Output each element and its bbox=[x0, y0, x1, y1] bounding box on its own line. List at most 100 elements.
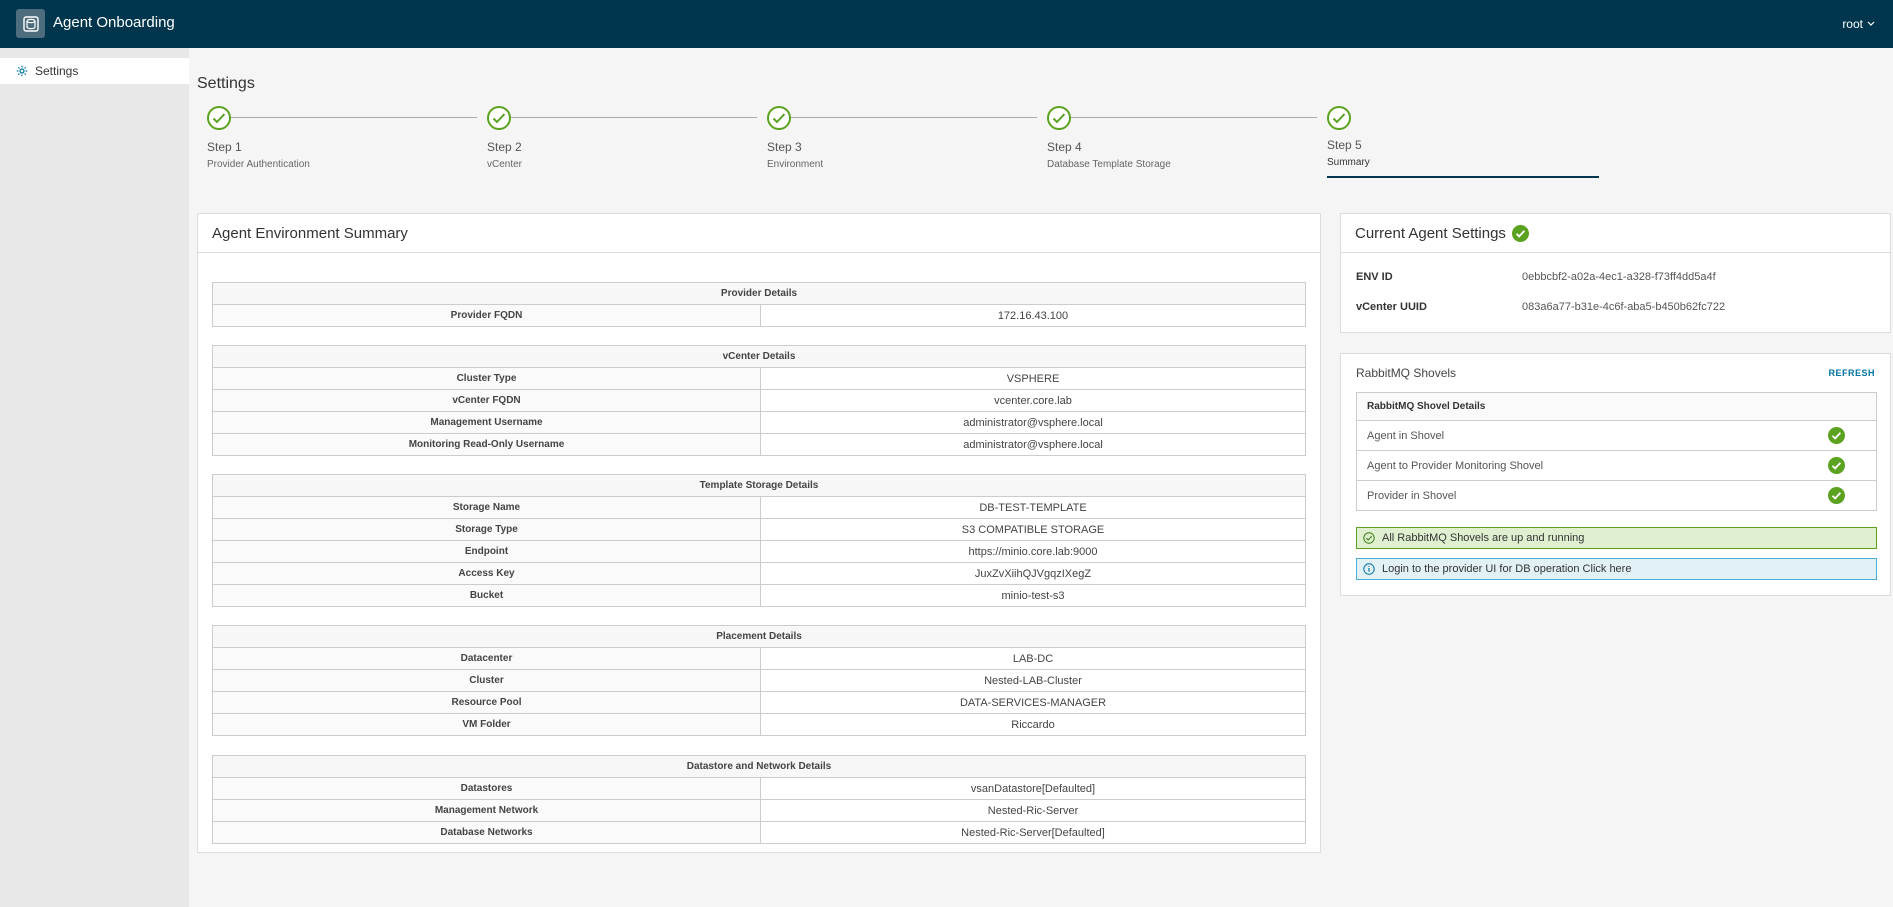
chevron-down-icon bbox=[1867, 21, 1875, 26]
check-circle-icon bbox=[1511, 224, 1529, 242]
row-label: Cluster bbox=[212, 669, 761, 692]
check-circle-icon bbox=[1363, 532, 1375, 544]
row-label: Datacenter bbox=[212, 647, 761, 670]
card-title: Agent Environment Summary bbox=[198, 214, 1320, 253]
row-value: 172.16.43.100 bbox=[760, 304, 1306, 327]
database-icon[interactable] bbox=[16, 9, 45, 38]
step-connector bbox=[231, 117, 477, 118]
row-value: minio-test-s3 bbox=[760, 584, 1306, 607]
step-number: Step 5 bbox=[1327, 138, 1362, 152]
row-label: Management Network bbox=[212, 799, 761, 822]
section-heading: Provider Details bbox=[212, 282, 1306, 305]
row-value: DATA-SERVICES-MANAGER bbox=[760, 691, 1306, 714]
section-heading: vCenter Details bbox=[212, 345, 1306, 368]
agent-settings-card: Current Agent Settings ENV ID 0ebbcbf2-a… bbox=[1340, 213, 1891, 333]
step-number: Step 1 bbox=[207, 140, 242, 154]
row-value: administrator@vsphere.local bbox=[760, 411, 1306, 434]
table-row: Datacenter LAB-DC bbox=[212, 647, 1306, 670]
check-circle-icon bbox=[1827, 457, 1845, 474]
step-name: Database Template Storage bbox=[1047, 159, 1171, 170]
step-name: Environment bbox=[767, 159, 824, 170]
row-value: LAB-DC bbox=[760, 647, 1306, 670]
check-circle-icon bbox=[487, 106, 511, 130]
step-name: Summary bbox=[1327, 157, 1370, 168]
row-label: Endpoint bbox=[212, 540, 761, 563]
user-menu[interactable]: root bbox=[1842, 17, 1875, 31]
row-label: Provider FQDN bbox=[212, 304, 761, 327]
row-label: Access Key bbox=[212, 562, 761, 585]
row-label: Datastores bbox=[212, 777, 761, 800]
table-row: Management Username administrator@vsphere… bbox=[212, 411, 1306, 434]
check-circle-icon bbox=[207, 106, 231, 130]
row-value: Nested-Ric-Server bbox=[760, 799, 1306, 822]
row-label: Cluster Type bbox=[212, 367, 761, 390]
row-label: Storage Name bbox=[212, 496, 761, 519]
datastore-network-section: Datastore and Network Details Datastores… bbox=[212, 755, 1306, 844]
top-header: Agent Onboarding root bbox=[0, 0, 1893, 48]
table-header: RabbitMQ Shovel Details bbox=[1356, 392, 1877, 421]
alert-text: Login to the provider UI for DB operatio… bbox=[1382, 563, 1632, 575]
row-value: https://minio.core.lab:9000 bbox=[760, 540, 1306, 563]
success-alert: All RabbitMQ Shovels are up and running bbox=[1356, 527, 1877, 549]
table-row: Provider in Shovel bbox=[1356, 480, 1877, 511]
vcenter-uuid-label: vCenter UUID bbox=[1356, 301, 1427, 313]
alert-text: All RabbitMQ Shovels are up and running bbox=[1382, 532, 1585, 544]
template-storage-section: Template Storage Details Storage Name DB-… bbox=[212, 474, 1306, 607]
check-circle-icon bbox=[1827, 487, 1845, 504]
row-value: Nested-Ric-Server[Defaulted] bbox=[760, 821, 1306, 844]
row-label: Storage Type bbox=[212, 518, 761, 541]
page-title: Settings bbox=[197, 75, 255, 92]
rabbitmq-shovels-card: RabbitMQ Shovels REFRESH RabbitMQ Shovel… bbox=[1340, 353, 1891, 596]
row-value: JuxZvXiihQJVgqzIXegZ bbox=[760, 562, 1306, 585]
provider-details-section: Provider Details Provider FQDN 172.16.43.… bbox=[212, 282, 1306, 327]
shovel-name: Agent in Shovel bbox=[1356, 420, 1797, 451]
table-row: Cluster Type VSPHERE bbox=[212, 367, 1306, 390]
table-row: Provider FQDN 172.16.43.100 bbox=[212, 304, 1306, 327]
row-value: vcenter.core.lab bbox=[760, 389, 1306, 412]
app-title: Agent Onboarding bbox=[53, 14, 175, 31]
row-value: S3 COMPATIBLE STORAGE bbox=[760, 518, 1306, 541]
env-id-label: ENV ID bbox=[1356, 271, 1393, 283]
row-label: Monitoring Read-Only Username bbox=[212, 433, 761, 456]
row-label: Database Networks bbox=[212, 821, 761, 844]
vcenter-uuid-value: 083a6a77-b31e-4c6f-aba5-b450b62fc722 bbox=[1522, 301, 1726, 313]
section-heading: Template Storage Details bbox=[212, 474, 1306, 497]
user-name: root bbox=[1842, 17, 1863, 31]
card-title: RabbitMQ Shovels bbox=[1356, 366, 1457, 380]
sidebar: Settings bbox=[0, 48, 189, 907]
check-circle-icon bbox=[1327, 106, 1351, 130]
card-title-row: Current Agent Settings bbox=[1341, 214, 1890, 253]
row-label: Management Username bbox=[212, 411, 761, 434]
table-row: Agent to Provider Monitoring Shovel bbox=[1356, 450, 1877, 481]
table-row: Storage Type S3 COMPATIBLE STORAGE bbox=[212, 518, 1306, 541]
step-connector bbox=[511, 117, 757, 118]
gear-icon bbox=[16, 65, 28, 77]
section-heading: Placement Details bbox=[212, 625, 1306, 648]
info-alert[interactable]: Login to the provider UI for DB operatio… bbox=[1356, 558, 1877, 580]
table-row: Storage Name DB-TEST-TEMPLATE bbox=[212, 496, 1306, 519]
active-step-indicator bbox=[1327, 176, 1599, 178]
table-row: VM Folder Riccardo bbox=[212, 713, 1306, 736]
step-number: Step 3 bbox=[767, 140, 802, 154]
table-row: Endpoint https://minio.core.lab:9000 bbox=[212, 540, 1306, 563]
row-value: DB-TEST-TEMPLATE bbox=[760, 496, 1306, 519]
row-value: vsanDatastore[Defaulted] bbox=[760, 777, 1306, 800]
table-row: Management Network Nested-Ric-Server bbox=[212, 799, 1306, 822]
table-row: Database Networks Nested-Ric-Server[Defau… bbox=[212, 821, 1306, 844]
table-row: Datastores vsanDatastore[Defaulted] bbox=[212, 777, 1306, 800]
table-row: Agent in Shovel bbox=[1356, 420, 1877, 451]
sidebar-item-settings[interactable]: Settings bbox=[0, 58, 189, 84]
table-row: Monitoring Read-Only Username administrat… bbox=[212, 433, 1306, 456]
shovel-name: Provider in Shovel bbox=[1356, 480, 1797, 511]
shovel-table: RabbitMQ Shovel Details Agent in Shovel … bbox=[1356, 392, 1877, 511]
env-id-value: 0ebbcbf2-a02a-4ec1-a328-f73ff4dd5a4f bbox=[1522, 271, 1716, 283]
info-circle-icon bbox=[1363, 563, 1375, 575]
step-number: Step 4 bbox=[1047, 140, 1082, 154]
card-title: Current Agent Settings bbox=[1355, 224, 1506, 242]
table-row: Cluster Nested-LAB-Cluster bbox=[212, 669, 1306, 692]
refresh-button[interactable]: REFRESH bbox=[1828, 368, 1875, 378]
table-row: Resource Pool DATA-SERVICES-MANAGER bbox=[212, 691, 1306, 714]
environment-summary-card: Agent Environment Summary Provider Detai… bbox=[197, 213, 1321, 853]
row-label: Resource Pool bbox=[212, 691, 761, 714]
table-row: Access Key JuxZvXiihQJVgqzIXegZ bbox=[212, 562, 1306, 585]
